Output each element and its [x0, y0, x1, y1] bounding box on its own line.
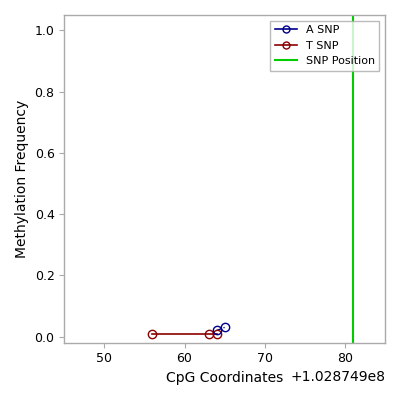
X-axis label: CpG Coordinates: CpG Coordinates	[166, 371, 283, 385]
Y-axis label: Methylation Frequency: Methylation Frequency	[15, 100, 29, 258]
Legend: A SNP, T SNP, SNP Position: A SNP, T SNP, SNP Position	[270, 20, 380, 70]
